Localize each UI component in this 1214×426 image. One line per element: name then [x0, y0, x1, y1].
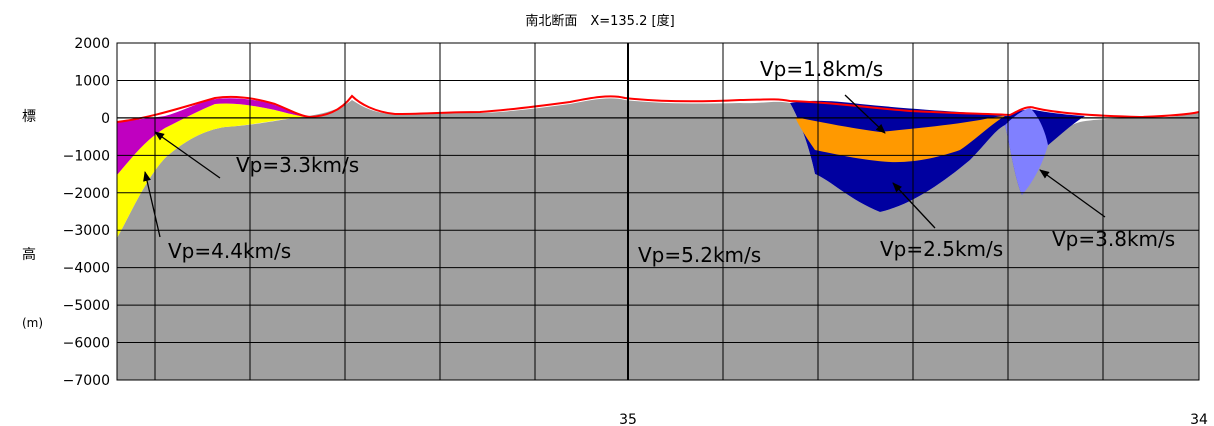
plot-frame	[116, 42, 1200, 381]
annotation-label: Vp=4.4km/s	[168, 239, 291, 263]
y-axis-label-char-1: 標	[22, 109, 36, 125]
y-tick-label: −5000	[63, 298, 110, 314]
layer-vp5.2-basement	[117, 98, 1199, 381]
annotation-label: Vp=5.2km/s	[638, 243, 761, 267]
y-tick-label: 1000	[74, 73, 110, 89]
y-axis-label-unit: (m)	[22, 316, 44, 330]
x-tick-label: 35	[619, 412, 637, 426]
annotation-label: Vp=1.8km/s	[760, 57, 883, 81]
y-axis-label-char-2: 高	[22, 247, 36, 263]
annotation-arrow	[143, 171, 161, 238]
layer-vp1.8	[795, 116, 1005, 163]
annotation-arrow	[844, 94, 886, 134]
y-tick-label: −3000	[63, 223, 110, 239]
y-tick-label: −6000	[63, 336, 110, 352]
y-tick-label: −2000	[63, 186, 110, 202]
y-tick-label: 2000	[74, 36, 110, 52]
annotation-label: Vp=3.8km/s	[1052, 227, 1175, 251]
chart-title: 南北断面 X=135.2 [度]	[525, 14, 675, 29]
topography-line	[116, 94, 1200, 123]
y-tick-label: −4000	[63, 261, 110, 277]
annotation-arrow	[1039, 169, 1106, 218]
annotation-label: Vp=3.3km/s	[236, 153, 359, 177]
x-tick-label: 34	[1190, 412, 1208, 426]
y-tick-label: −7000	[63, 373, 110, 389]
y-tick-label: 0	[101, 111, 110, 127]
y-tick-label: −1000	[63, 148, 110, 164]
layer-vp3.8	[1005, 108, 1048, 195]
annotation-arrow	[154, 131, 221, 179]
annotation-label: Vp=2.5km/s	[880, 237, 1003, 261]
annotation-arrow	[892, 182, 936, 229]
